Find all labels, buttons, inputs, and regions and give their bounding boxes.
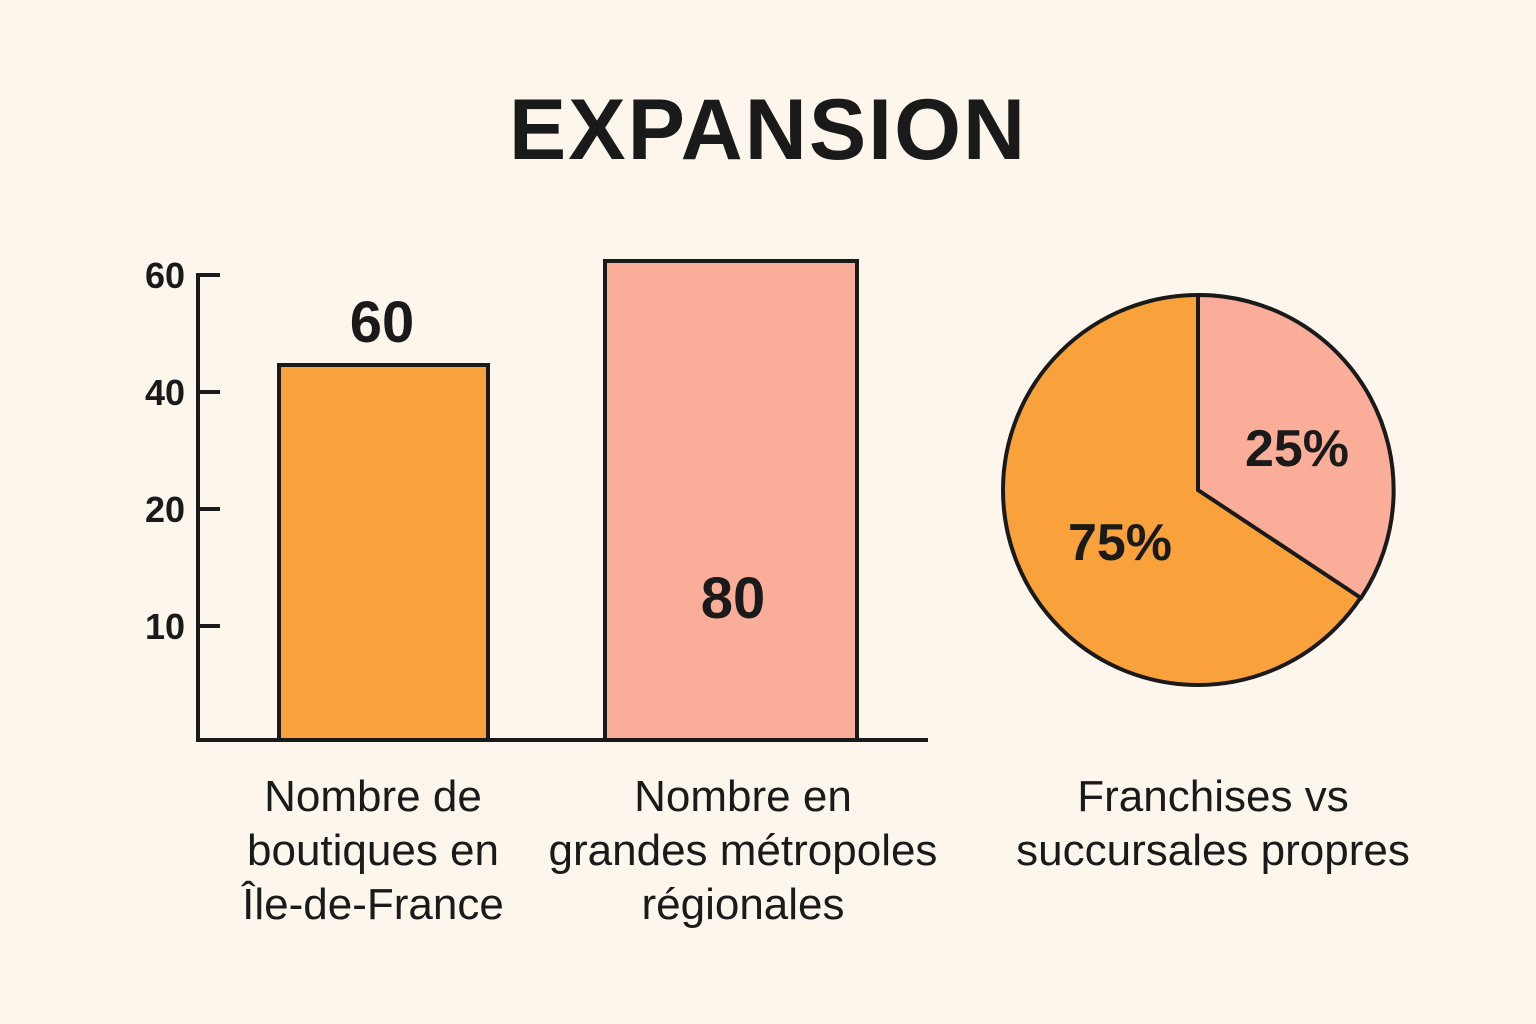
bar-value-label: 60 [350, 290, 415, 355]
bar-ile-de-france [277, 363, 490, 742]
bar-metropoles [603, 259, 859, 742]
chart-title: EXPANSION [508, 82, 1028, 178]
pie-chart [1001, 292, 1396, 687]
bar-value-label: 80 [701, 566, 766, 631]
y-tick-label: 10 [145, 606, 185, 647]
pie-slice-label: 25% [1245, 420, 1349, 478]
pie-slice-label: 75% [1068, 514, 1172, 572]
category-label-ile-de-france: Nombre de boutiques en Île-de-France [242, 772, 504, 929]
y-tick-label: 60 [145, 255, 185, 296]
pie-caption: Franchises vs succursales propres [1016, 772, 1410, 875]
y-tick-label: 40 [145, 372, 185, 413]
y-tick-label: 20 [145, 489, 185, 530]
pie-slice-franchises [1196, 292, 1396, 601]
category-label-metropoles: Nombre en grandes métropoles régionales [548, 772, 938, 929]
